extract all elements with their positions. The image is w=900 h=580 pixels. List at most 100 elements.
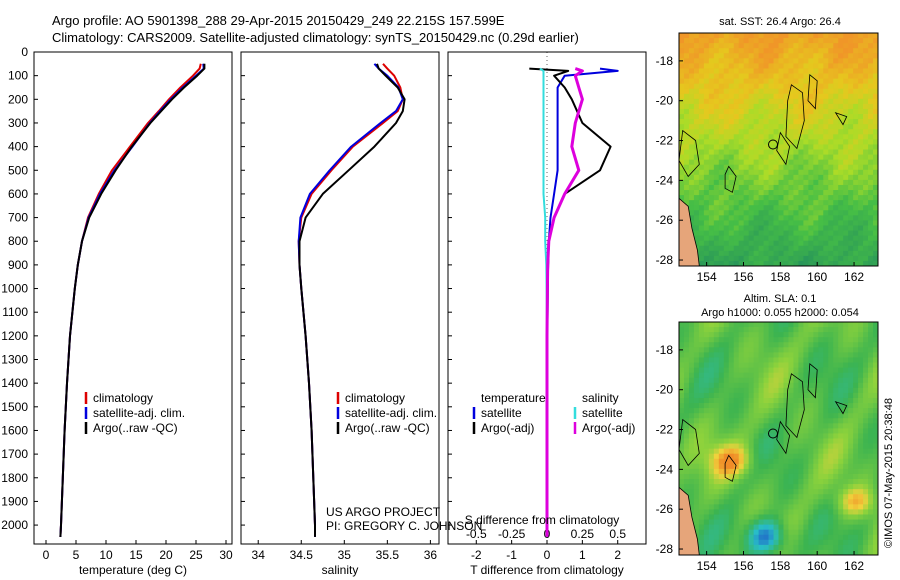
map-cell (838, 332, 844, 338)
map-cell (788, 195, 794, 201)
map-cell (698, 68, 705, 74)
map-cell (843, 78, 849, 85)
map-cell (703, 428, 710, 434)
map-cell (868, 489, 874, 495)
map-cell (778, 489, 784, 495)
map-cell (863, 529, 869, 536)
map-cell (708, 154, 715, 161)
map-cell (753, 184, 760, 191)
x-tick-label-top: 0.25 (571, 527, 595, 541)
series-line-climatology (59, 63, 202, 537)
map-cell (838, 250, 844, 257)
map-cell (793, 514, 799, 520)
map-cell (803, 154, 809, 161)
map-cell (773, 108, 779, 115)
map-cell (703, 43, 710, 49)
map-cell (843, 519, 849, 526)
map-cell (823, 124, 829, 130)
map-cell (763, 504, 769, 510)
map-cell (813, 225, 819, 231)
map-cell (723, 63, 730, 69)
map-cell (688, 53, 695, 59)
map-cell (738, 108, 745, 115)
map-cell (768, 428, 774, 434)
map-cell (708, 73, 715, 79)
map-cell (838, 387, 844, 394)
map-cell (778, 78, 784, 85)
map-cell (808, 129, 814, 135)
map-cell (813, 200, 819, 206)
map-cell (683, 397, 690, 404)
map-cell (743, 443, 750, 450)
map-cell (683, 473, 690, 480)
map-cell (848, 397, 854, 404)
map-cell (833, 215, 839, 221)
map-cell (843, 179, 849, 186)
map-cell (743, 387, 750, 394)
map-cell (783, 108, 789, 115)
map-cell (768, 463, 774, 470)
map-cell (808, 139, 814, 145)
map-cell (738, 509, 745, 515)
map-cell (753, 382, 760, 389)
map-cell (758, 479, 764, 485)
map-cell (873, 463, 879, 470)
map-cell (738, 93, 745, 100)
map-cell (718, 88, 725, 95)
legend-satellite-label: satellite-adj. clim. (93, 406, 185, 420)
map-cell (698, 529, 705, 536)
map-cell (828, 215, 834, 221)
map-cell (703, 367, 710, 374)
map-cell (818, 347, 824, 353)
map-cell (863, 43, 869, 49)
map-cell (863, 98, 869, 105)
map-cell (733, 443, 740, 450)
map-cell (728, 322, 735, 328)
map-cell (748, 103, 755, 110)
map-cell (818, 174, 824, 181)
map-cell (693, 43, 700, 49)
map-cell (768, 509, 774, 515)
map-cell (808, 210, 814, 216)
map-cell (803, 169, 809, 176)
map-cell (743, 463, 750, 470)
map-cell (818, 332, 824, 338)
map-cell (758, 215, 764, 221)
map-cell (723, 215, 730, 221)
map-cell (783, 327, 789, 333)
map-cell (683, 438, 690, 444)
map-cell (838, 392, 844, 399)
map-cell (743, 58, 750, 64)
x-tick-label: 2 (614, 548, 621, 562)
map-cell (713, 387, 720, 394)
map-cell (733, 119, 740, 125)
map-cell (693, 103, 700, 110)
map-cell (838, 362, 844, 368)
map-cell (713, 332, 720, 338)
map-cell (758, 260, 764, 267)
map-cell (763, 408, 769, 414)
map-cell (733, 124, 740, 130)
map-cell (763, 372, 769, 379)
map-cell (833, 210, 839, 216)
map-cell (763, 387, 769, 394)
map-cell (723, 357, 730, 363)
map-cell (823, 98, 829, 105)
map-cell (738, 78, 745, 85)
map-cell (713, 129, 720, 135)
map-cell (833, 103, 839, 110)
map-cell (679, 119, 685, 125)
map-cell (783, 347, 789, 353)
map-cell (843, 73, 849, 79)
map-cell (863, 428, 869, 434)
map-cell (813, 428, 819, 434)
map-cell (733, 453, 740, 460)
map-cell (758, 149, 764, 155)
map-cell (828, 210, 834, 216)
map-cell (733, 438, 740, 444)
map-cell (813, 144, 819, 150)
map-cell (683, 98, 690, 105)
map-cell (813, 473, 819, 480)
map-cell (738, 448, 745, 455)
map-cell (723, 473, 730, 480)
